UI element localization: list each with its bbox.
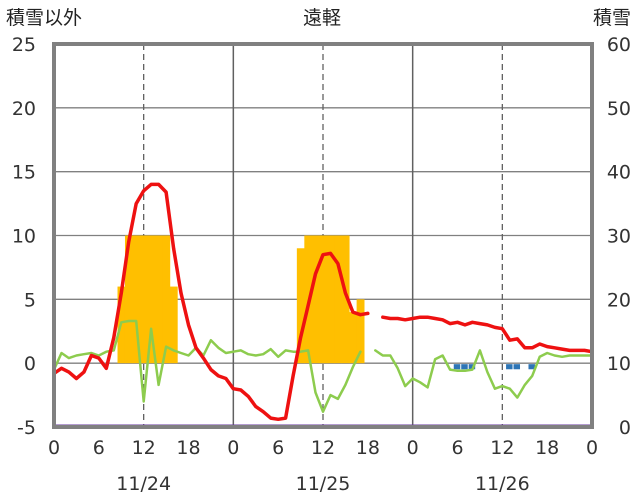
x-hour-tick-label: 6 <box>451 437 463 459</box>
y-left-tick-label: 5 <box>24 289 36 311</box>
snowfall-bar <box>139 235 148 364</box>
plot-border <box>52 42 594 429</box>
snowfall-bar <box>356 299 365 364</box>
snowfall-bar <box>124 235 133 364</box>
y-right-tick-label: 30 <box>607 226 631 248</box>
negative-bar <box>506 364 513 370</box>
y-right-tick-label: 50 <box>607 98 631 120</box>
x-hour-tick-label: 6 <box>272 437 284 459</box>
y-left-tick-label: 0 <box>24 353 36 375</box>
y-left-tick-label: 25 <box>12 34 36 56</box>
y-left-tick-label: 15 <box>12 162 36 184</box>
plot-frame <box>52 42 594 429</box>
x-hour-tick-label: 0 <box>227 437 239 459</box>
snowfall-bar <box>132 235 141 364</box>
chart-title: 遠軽 <box>303 7 341 29</box>
x-hour-tick-label: 12 <box>132 437 156 459</box>
y-left-tick-label: 20 <box>12 98 36 120</box>
snowfall-bar <box>311 235 320 364</box>
snowfall-bar <box>169 286 178 364</box>
y-right-tick-label: 60 <box>607 34 631 56</box>
y-left-tick-label: 10 <box>12 226 36 248</box>
negative-bar <box>513 364 521 370</box>
snowfall-bar <box>349 312 358 364</box>
snowfall-bar <box>319 235 328 364</box>
x-hour-tick-label: 12 <box>311 437 335 459</box>
negative-bar <box>461 364 468 370</box>
x-hour-tick-label: 6 <box>93 437 105 459</box>
y-right-tick-label: 40 <box>607 162 631 184</box>
x-hour-tick-label: 18 <box>176 437 200 459</box>
x-hour-tick-label: 18 <box>356 437 380 459</box>
negative-bar <box>468 364 476 370</box>
left-axis-label: 積雪以外 <box>6 7 82 29</box>
snowfall-bar <box>147 235 156 364</box>
snowfall-bar <box>334 235 343 364</box>
y-right-tick-label: 20 <box>607 289 631 311</box>
y-left-tick-label: -5 <box>17 417 36 439</box>
x-hour-tick-label: 0 <box>586 437 598 459</box>
snowfall-bar <box>341 235 350 364</box>
negative-bars <box>453 364 535 370</box>
x-date-label: 11/24 <box>116 473 171 495</box>
x-hour-tick-label: 12 <box>490 437 514 459</box>
x-hour-tick-label: 18 <box>535 437 559 459</box>
x-hour-tick-label: 0 <box>48 437 60 459</box>
x-hour-tick-label: 0 <box>407 437 419 459</box>
snowfall-bar <box>162 235 171 364</box>
right-axis-label: 積雪 <box>593 7 631 29</box>
y-right-tick-label: 10 <box>607 353 631 375</box>
negative-bar <box>453 364 461 370</box>
temperature-line <box>52 182 594 422</box>
y-right-tick-label: 0 <box>619 417 631 439</box>
negative-bar <box>528 364 535 370</box>
snowfall-bar <box>154 235 163 364</box>
snowfall-bar <box>326 235 335 364</box>
snowfall-bar <box>296 248 305 364</box>
x-date-label: 11/26 <box>475 473 530 495</box>
green-series-line <box>52 319 594 413</box>
x-date-label: 11/25 <box>296 473 351 495</box>
